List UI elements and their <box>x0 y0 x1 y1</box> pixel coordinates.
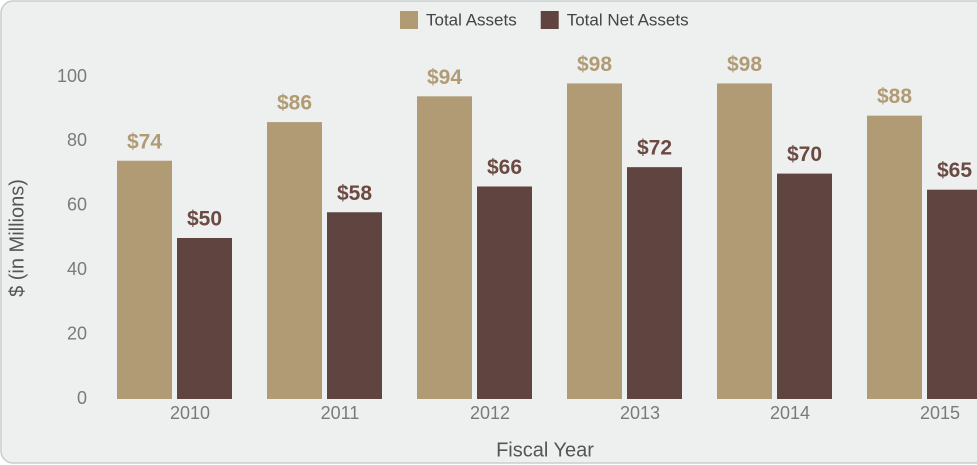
y-axis-label: $ (in Millions) <box>6 179 28 297</box>
bar <box>267 122 322 399</box>
x-tick-label: 2012 <box>470 403 510 423</box>
value-label: $50 <box>187 208 222 231</box>
x-tick-label: 2010 <box>170 403 210 423</box>
bar <box>777 173 832 399</box>
value-label: $72 <box>637 137 672 160</box>
x-tick-label: 2011 <box>321 403 360 423</box>
value-label: $98 <box>577 53 612 76</box>
y-tick-label: 0 <box>77 388 87 408</box>
x-tick-label: 2013 <box>620 403 660 423</box>
x-axis-label: Fiscal Year <box>496 439 594 461</box>
bar <box>867 115 922 399</box>
bar <box>927 189 977 399</box>
value-label: $86 <box>277 92 312 115</box>
value-label: $70 <box>787 143 822 166</box>
bar <box>717 83 772 399</box>
value-label: $58 <box>337 182 372 205</box>
y-tick-label: 80 <box>67 130 87 150</box>
value-label: $98 <box>727 53 762 76</box>
legend-label: Total Net Assets <box>567 10 689 29</box>
y-tick-label: 20 <box>67 323 87 343</box>
bar <box>627 167 682 399</box>
x-tick-label: 2015 <box>920 403 960 423</box>
bar <box>177 238 232 399</box>
value-label: $88 <box>877 85 912 108</box>
value-label: $94 <box>427 66 462 89</box>
y-tick-label: 100 <box>57 66 87 86</box>
value-label: $74 <box>127 130 162 153</box>
value-label: $65 <box>937 159 972 182</box>
y-tick-label: 40 <box>67 259 87 279</box>
y-tick-label: 60 <box>67 195 87 215</box>
bar <box>117 160 172 399</box>
bar <box>417 96 472 399</box>
bar <box>327 212 382 399</box>
x-tick-label: 2014 <box>770 403 810 423</box>
legend-swatch <box>540 11 559 29</box>
legend-swatch <box>400 11 418 29</box>
legend-label: Total Assets <box>426 10 517 29</box>
value-label: $66 <box>487 156 522 179</box>
bar <box>477 186 532 399</box>
bar <box>567 83 622 399</box>
